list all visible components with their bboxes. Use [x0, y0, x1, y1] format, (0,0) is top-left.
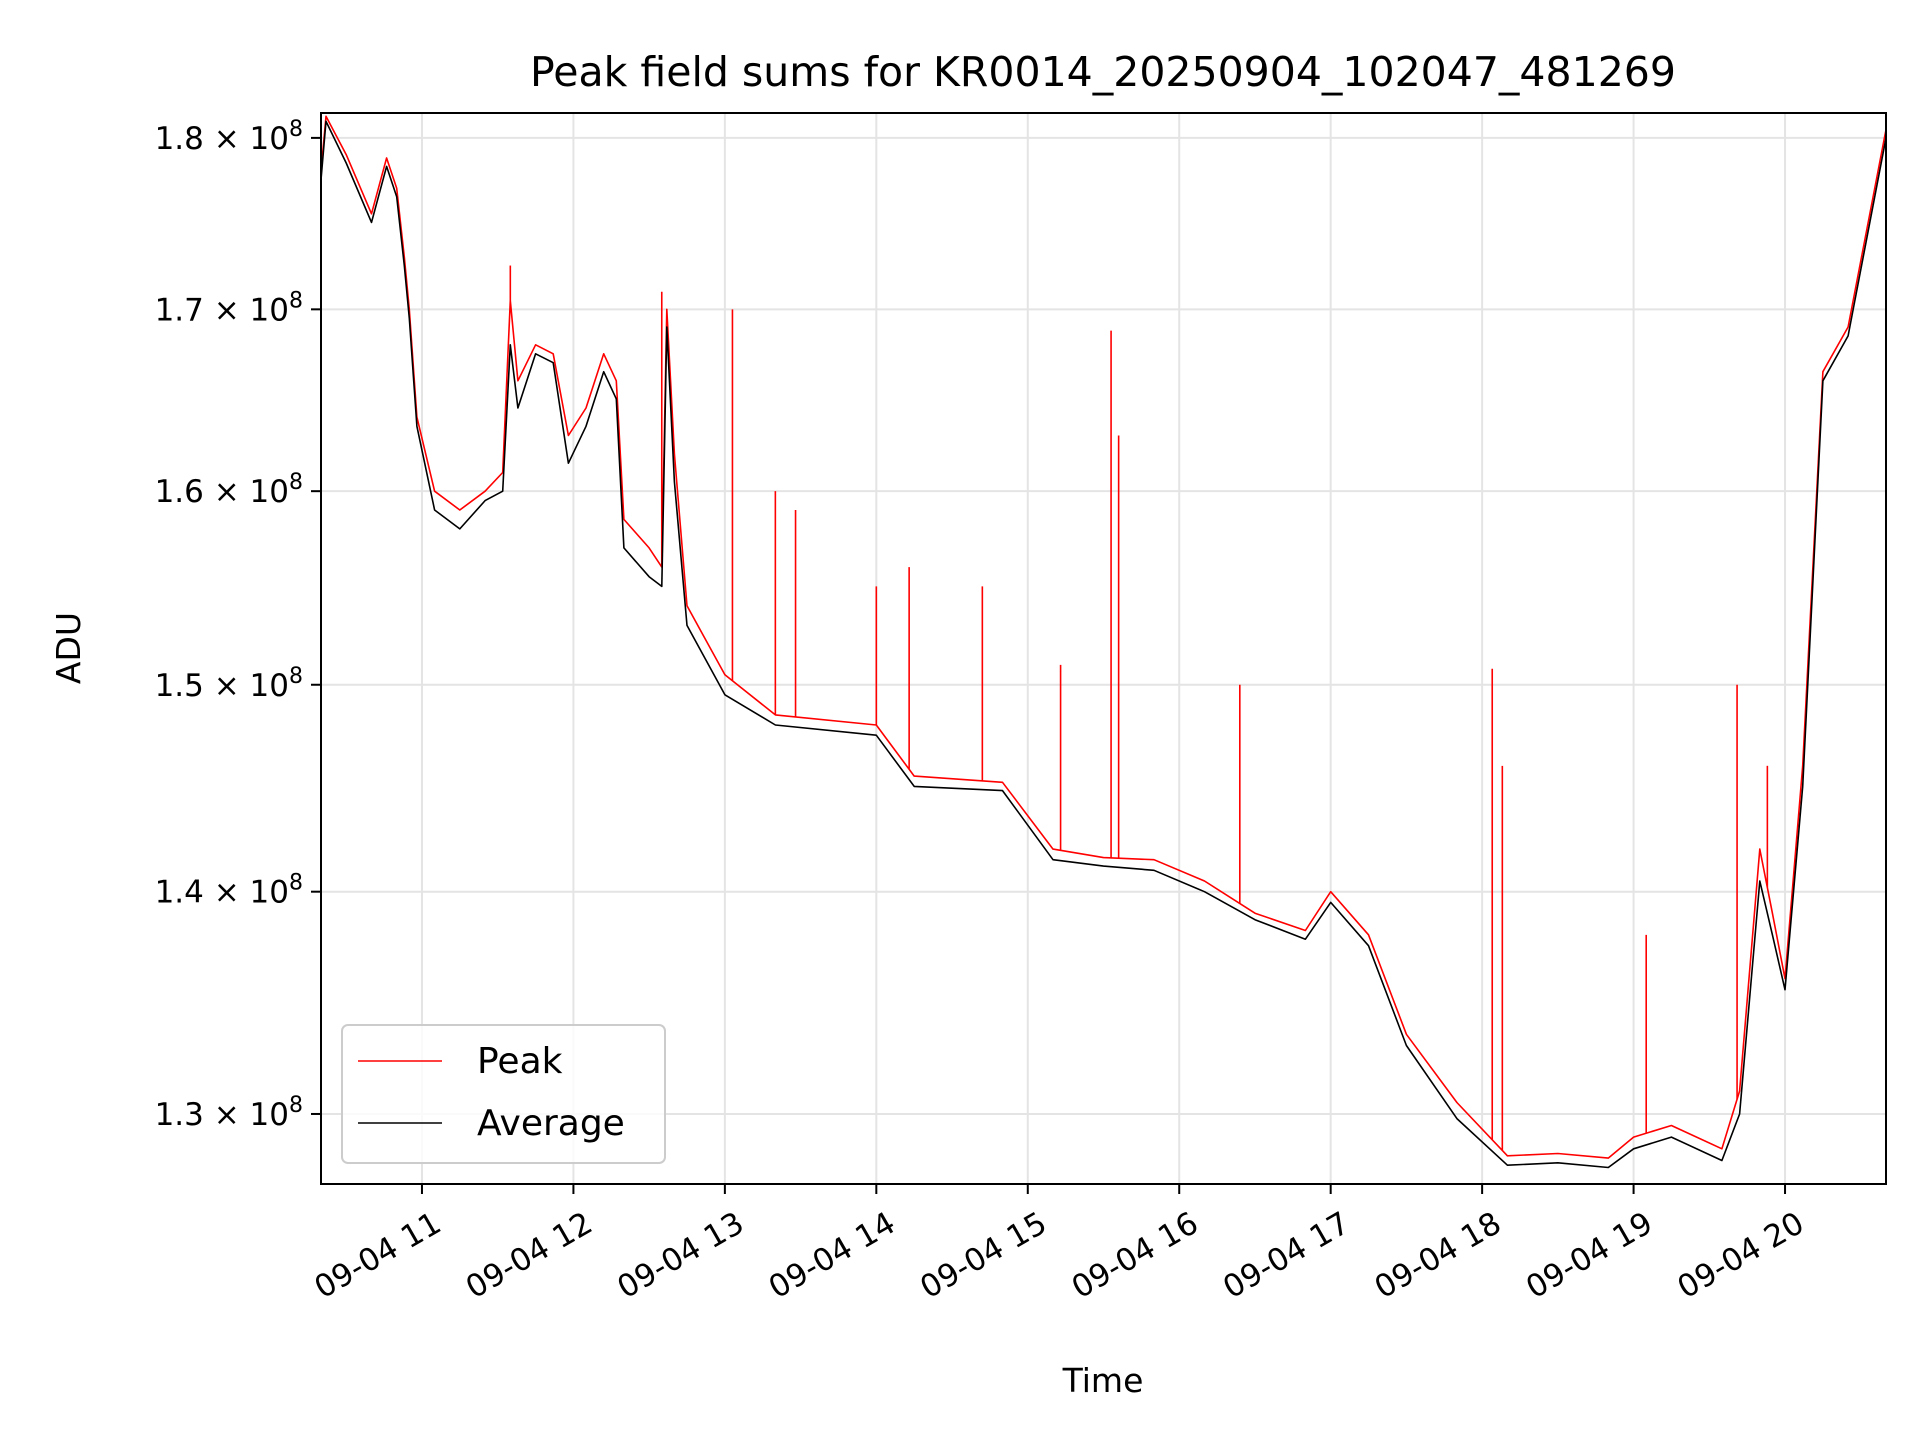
y-axis: 1.3 × 108 1.4 × 108 1.5 × 108 1.6 × 108 1.7 …: [155, 117, 321, 1133]
legend-label-average: Average: [477, 1103, 625, 1144]
series-line-peak: [321, 115, 1886, 1159]
series-group: [321, 115, 1886, 1169]
legend: Peak Average: [341, 1024, 666, 1164]
y-tick-label: 1.7 × 108: [155, 288, 303, 328]
legend-label-peak: Peak: [477, 1041, 563, 1082]
y-tick-label: 1.5 × 108: [155, 664, 303, 704]
plot-frame: [320, 112, 1887, 1185]
y-tick-label: 1.4 × 108: [155, 871, 303, 911]
y-tick-label: 1.6 × 108: [155, 470, 303, 510]
grid: [321, 113, 1886, 1184]
y-tick-label: 1.8 × 108: [155, 117, 303, 157]
x-axis-title: Time: [1062, 1361, 1144, 1400]
chart-title: Peak field sums for KR0014_20250904_1020…: [530, 48, 1676, 96]
y-axis-title: ADU: [49, 612, 88, 684]
series-line-average: [321, 120, 1886, 1169]
y-tick-label: 1.3 × 108: [155, 1093, 303, 1133]
legend-box: [341, 1024, 666, 1164]
series-layer: [321, 115, 1886, 1169]
